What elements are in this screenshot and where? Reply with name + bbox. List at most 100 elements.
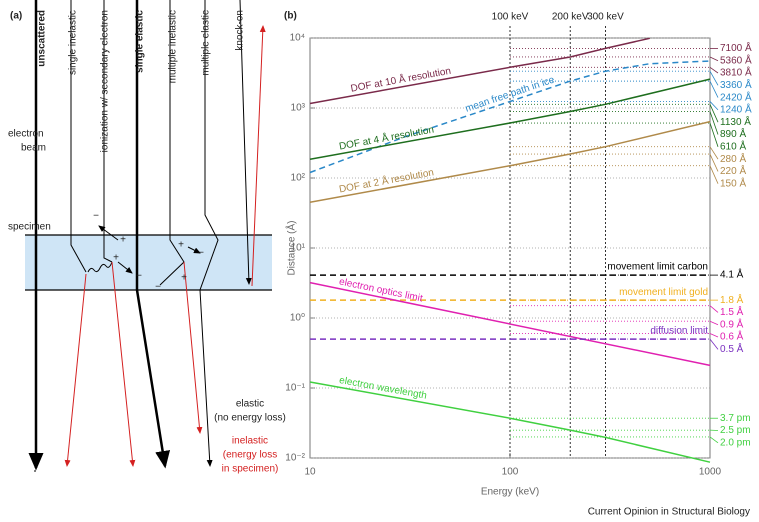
elastic-label: (no energy loss) — [214, 413, 286, 424]
inelastic-label: inelastic — [232, 436, 268, 447]
x-tick-label: 100 — [502, 467, 519, 478]
reference-leader — [709, 56, 719, 62]
reference-label: 0.9 Å — [720, 317, 744, 330]
x-axis-title: Energy (keV) — [481, 487, 539, 498]
column-label: ionization w/ secondary electron — [100, 10, 111, 152]
reference-leader — [709, 333, 719, 338]
reference-label: 3360 Å — [720, 78, 752, 91]
column-label: single inelastic — [68, 10, 79, 75]
reference-label: 2420 Å — [720, 90, 752, 103]
specimen-box — [25, 235, 272, 290]
beam-label: electron — [8, 129, 44, 140]
reference-label: 3810 Å — [720, 66, 752, 79]
series-line — [309, 60, 711, 174]
charge: + — [120, 235, 126, 246]
reference-leader — [709, 320, 719, 326]
reference-leader — [709, 101, 719, 111]
beam-multiple-inelastic-out — [183, 261, 203, 434]
secondary-electron — [98, 225, 119, 241]
y-axis-title: Distance (Å) — [285, 220, 298, 275]
column-label: multiple elastic — [201, 10, 212, 76]
reference-label: 610 Å — [720, 139, 746, 152]
beam-multiple-elastic — [199, 0, 219, 467]
y-tick-label: 10³ — [291, 103, 306, 114]
series-label: DOF at 10 Å resolution — [350, 64, 452, 95]
series-line — [309, 78, 711, 161]
reference-label: 1.5 Å — [720, 305, 744, 318]
series-line — [309, 120, 711, 204]
panel-a: (a) electron beam specimen elastic (no e… — [8, 0, 286, 475]
series-label: mean free path in ice — [464, 74, 556, 114]
column-label: multiple inelastic — [168, 10, 179, 83]
knock-on-atom — [251, 25, 266, 287]
reference-label: 7100 Å — [720, 41, 752, 54]
y-tick-label: 10¹ — [291, 243, 306, 254]
specimen-label: specimen — [8, 222, 51, 233]
reference-leader — [709, 338, 719, 350]
beam-knock-on — [239, 0, 252, 285]
energy-label: 100 keV — [492, 12, 529, 23]
reference-label: 1130 Å — [720, 115, 751, 128]
energy-label: 200 keV — [552, 12, 589, 23]
reference-label: 220 Å — [720, 164, 746, 177]
reference-label: 2.5 pm — [720, 425, 751, 436]
beam-multiple-inelastic — [159, 0, 185, 286]
reference-label: 0.5 Å — [720, 342, 744, 355]
column-label: unscattered — [37, 10, 48, 67]
reference-leader — [709, 146, 719, 160]
beam-ionization-out — [111, 261, 136, 467]
column-label: single elastic — [135, 10, 146, 73]
charge: + — [113, 253, 119, 264]
beam-single-elastic — [135, 0, 171, 469]
reference-label: 1240 Å — [720, 103, 752, 116]
footer: Current Opinion in Structural Biology — [588, 507, 750, 518]
y-tick-label: 10² — [291, 173, 306, 184]
charge-arrow — [117, 261, 133, 274]
beam-single-inelastic — [70, 0, 87, 273]
charge: − — [198, 248, 204, 259]
charge: − — [93, 211, 99, 222]
beam-label: beam — [21, 143, 46, 154]
charge: − — [155, 282, 161, 293]
series-line — [309, 37, 650, 105]
reference-label: 1.8 Å — [720, 293, 744, 306]
reference-label: 280 Å — [720, 152, 746, 165]
y-tick-label: 10⁻² — [285, 453, 305, 464]
reference-leader — [709, 80, 719, 98]
reference-label: 2.0 pm — [720, 437, 751, 448]
series-label: DOF at 4 Å resolution — [338, 123, 435, 153]
panel-label: (a) — [10, 11, 22, 22]
x-tick-label: 1000 — [699, 467, 722, 478]
series-label: electron wavelength — [338, 375, 427, 402]
reference-label: 0.6 Å — [720, 330, 744, 343]
charge: − — [136, 271, 142, 282]
reference-leader — [709, 67, 719, 74]
beam-inelastic-out — [64, 273, 87, 467]
y-tick-label: 10⁻¹ — [285, 383, 305, 394]
charge: + — [178, 240, 184, 251]
energy-label: 300 keV — [587, 12, 624, 23]
elastic-label: elastic — [236, 399, 264, 410]
wavy-photon — [87, 261, 113, 273]
reference-label: 3.7 pm — [720, 413, 751, 424]
column-label: knock-on — [235, 10, 246, 51]
reference-leader — [709, 111, 719, 135]
reference-label: 890 Å — [720, 127, 746, 140]
series-label: movement limit gold — [619, 287, 708, 298]
x-tick-label: 10 — [304, 467, 316, 478]
reference-leader — [709, 305, 719, 313]
reference-leader — [709, 165, 719, 184]
series-label: diffusion limit — [650, 326, 708, 337]
charge: + — [181, 273, 187, 284]
y-tick-label: 10⁴ — [290, 33, 305, 44]
inelastic-label: (energy loss — [223, 450, 277, 461]
panel-label: (b) — [284, 11, 297, 22]
series-label: DOF at 2 Å resolution — [338, 165, 435, 195]
series-label: movement limit carbon — [607, 262, 708, 273]
reference-label: 4.1 Å — [720, 268, 744, 281]
reference-label: 5360 Å — [720, 53, 752, 66]
charge-arrow — [187, 246, 201, 254]
reference-leader — [709, 104, 719, 123]
reference-leader — [709, 122, 719, 147]
